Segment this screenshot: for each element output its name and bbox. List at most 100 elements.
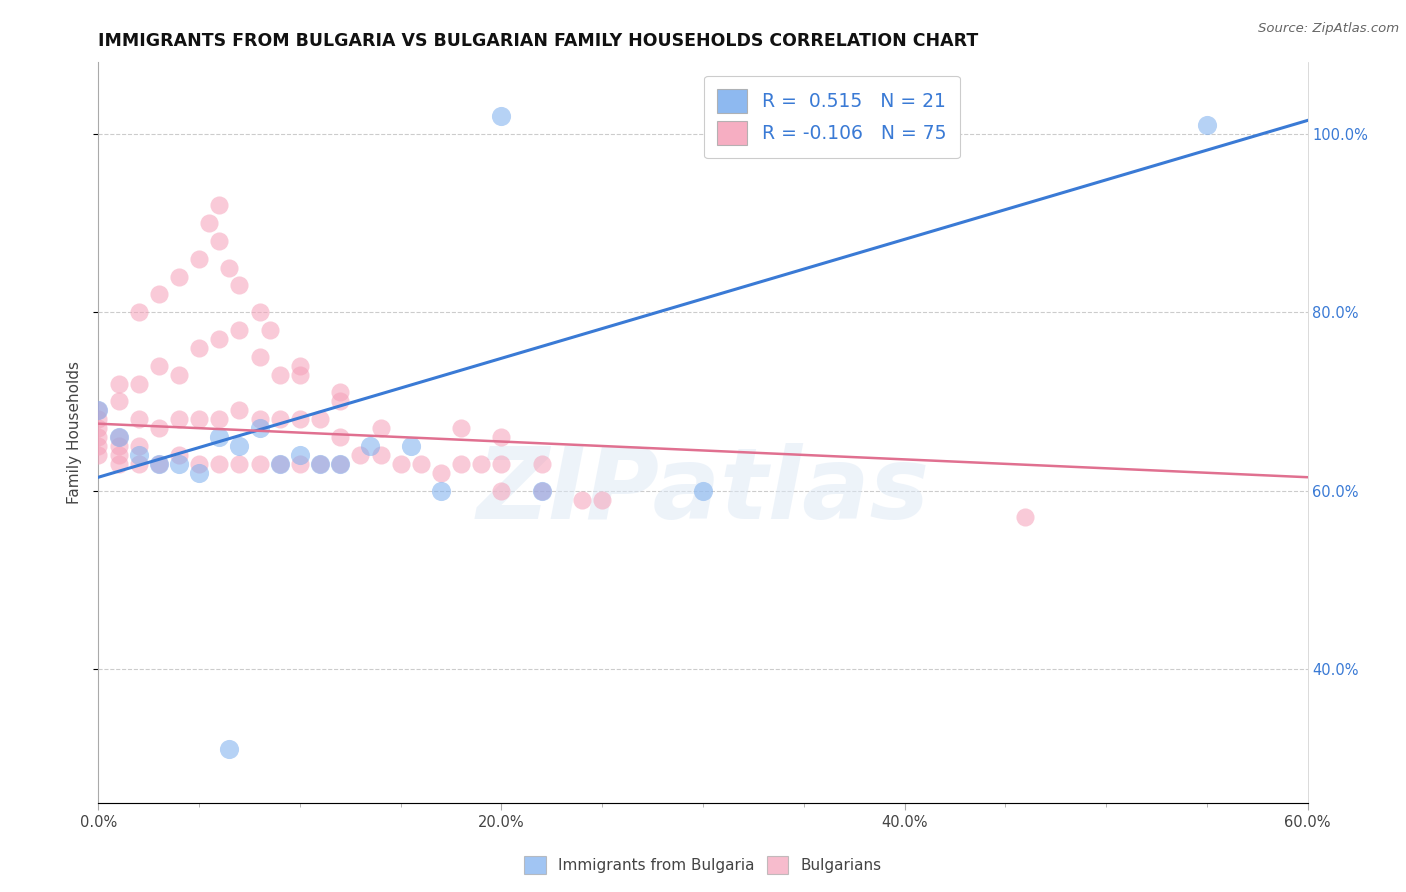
Point [430,483,453,498]
Point [107,439,129,453]
Point [188,457,211,471]
Point [430,466,453,480]
Point [208,332,231,346]
Point [87,421,110,435]
Y-axis label: Family Households: Family Households [67,361,83,504]
Text: Source: ZipAtlas.com: Source: ZipAtlas.com [1258,22,1399,36]
Point [491,430,513,444]
Point [228,278,250,293]
Point [107,448,129,462]
Point [329,385,352,400]
Text: ZIPatlas: ZIPatlas [477,443,929,541]
Point [148,287,170,301]
Point [218,742,240,756]
Point [269,457,291,471]
Point [470,457,492,471]
Point [329,457,352,471]
Point [1014,510,1036,524]
Point [167,269,190,284]
Point [87,403,110,417]
Point [288,368,311,382]
Point [309,457,332,471]
Point [128,448,150,462]
Point [208,457,231,471]
Point [188,466,211,480]
Point [167,457,190,471]
Text: IMMIGRANTS FROM BULGARIA VS BULGARIAN FAMILY HOUSEHOLDS CORRELATION CHART: IMMIGRANTS FROM BULGARIA VS BULGARIAN FA… [98,32,979,50]
Point [249,457,271,471]
Point [128,457,150,471]
Point [87,430,110,444]
Point [288,412,311,426]
Point [198,216,221,230]
Point [692,483,714,498]
Point [530,483,553,498]
Point [571,492,593,507]
Point [269,368,291,382]
Point [218,260,240,275]
Point [107,394,129,409]
Point [491,109,513,123]
Point [409,457,432,471]
Point [107,430,129,444]
Point [249,350,271,364]
Point [399,439,422,453]
Point [450,457,472,471]
Point [148,359,170,373]
Legend: Immigrants from Bulgaria, Bulgarians: Immigrants from Bulgaria, Bulgarians [519,850,887,880]
Point [167,412,190,426]
Point [530,457,553,471]
Point [107,376,129,391]
Point [208,198,231,212]
Point [288,448,311,462]
Point [148,457,170,471]
Point [228,457,250,471]
Point [329,457,352,471]
Point [269,412,291,426]
Point [370,421,392,435]
Point [491,457,513,471]
Point [167,448,190,462]
Point [329,394,352,409]
Point [309,457,332,471]
Point [148,457,170,471]
Point [269,457,291,471]
Point [450,421,472,435]
Point [107,430,129,444]
Point [128,305,150,319]
Point [87,448,110,462]
Point [208,412,231,426]
Point [87,403,110,417]
Point [389,457,412,471]
Point [208,430,231,444]
Point [107,457,129,471]
Legend: R =  0.515   N = 21, R = -0.106   N = 75: R = 0.515 N = 21, R = -0.106 N = 75 [704,76,960,159]
Point [249,421,271,435]
Point [188,341,211,355]
Point [148,421,170,435]
Point [288,457,311,471]
Point [370,448,392,462]
Point [188,412,211,426]
Point [288,359,311,373]
Point [259,323,281,337]
Point [249,305,271,319]
Point [87,412,110,426]
Point [167,368,190,382]
Point [591,492,613,507]
Point [87,439,110,453]
Point [329,430,352,444]
Point [228,403,250,417]
Point [228,439,250,453]
Point [128,412,150,426]
Point [188,252,211,266]
Point [309,412,332,426]
Point [349,448,371,462]
Point [360,439,382,453]
Point [249,412,271,426]
Point [128,376,150,391]
Point [128,439,150,453]
Point [491,483,513,498]
Point [228,323,250,337]
Point [1195,118,1218,132]
